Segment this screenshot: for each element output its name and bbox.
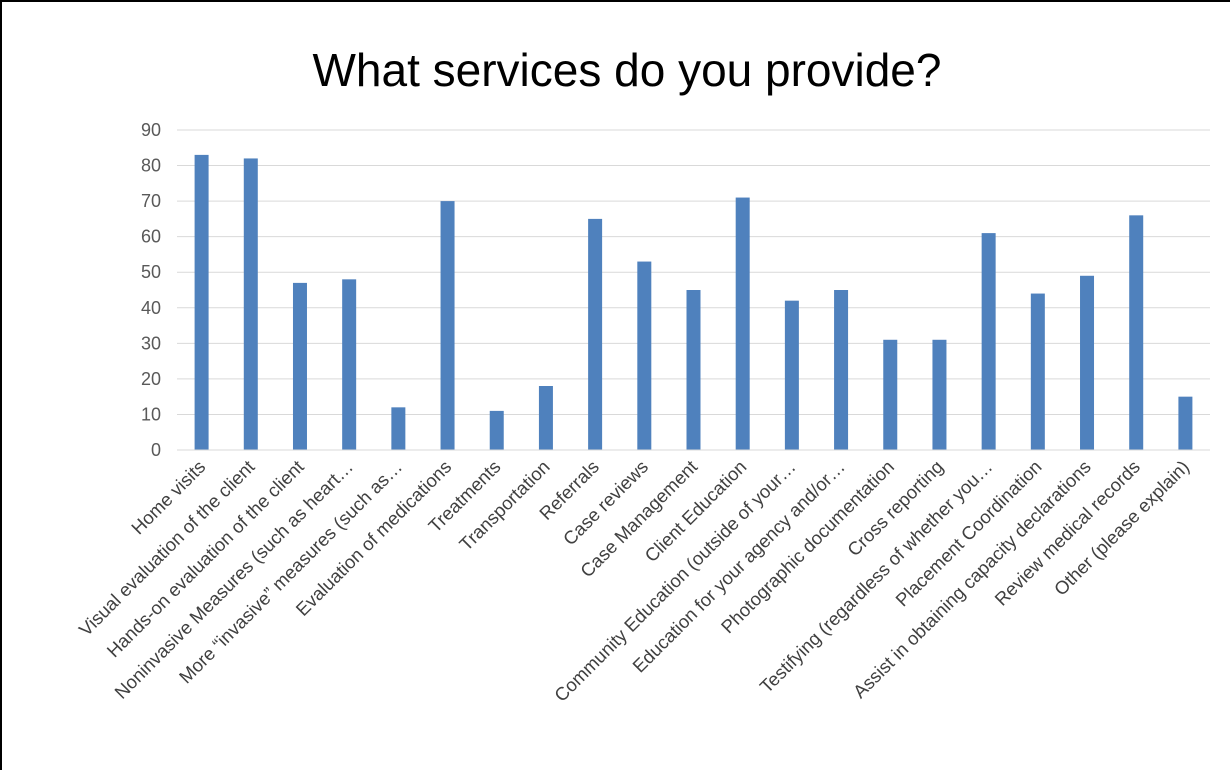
bar xyxy=(538,386,553,450)
bar xyxy=(834,290,849,450)
bar xyxy=(391,407,406,450)
bar xyxy=(883,339,898,450)
y-tick-label: 50 xyxy=(141,262,161,282)
bar xyxy=(1080,275,1095,450)
y-tick-label: 70 xyxy=(141,191,161,211)
y-axis-ticks: 0 10 20 30 40 50 60 70 80 90 xyxy=(141,120,161,460)
y-tick-label: 80 xyxy=(141,156,161,176)
x-tick-label: Hands-on evaluation of the client xyxy=(102,456,307,661)
y-tick-label: 90 xyxy=(141,120,161,140)
bar xyxy=(292,282,307,450)
bar xyxy=(1030,293,1045,450)
bar xyxy=(686,290,701,450)
bar xyxy=(440,201,455,450)
bars xyxy=(194,154,1193,450)
y-tick-label: 60 xyxy=(141,227,161,247)
bar xyxy=(1129,215,1144,450)
bar xyxy=(1178,396,1193,450)
bar xyxy=(735,197,750,450)
bar xyxy=(342,279,357,450)
y-tick-label: 40 xyxy=(141,298,161,318)
y-tick-label: 20 xyxy=(141,369,161,389)
y-tick-label: 30 xyxy=(141,333,161,353)
bar xyxy=(784,300,799,450)
bar xyxy=(588,218,603,450)
bar xyxy=(243,158,258,450)
y-tick-label: 0 xyxy=(151,440,161,460)
bar xyxy=(194,154,209,450)
bar xyxy=(932,339,947,450)
chart-title: What services do you provide? xyxy=(313,44,942,96)
bar xyxy=(981,233,996,450)
bar xyxy=(637,261,652,450)
y-tick-label: 10 xyxy=(141,404,161,424)
bar xyxy=(489,410,504,450)
